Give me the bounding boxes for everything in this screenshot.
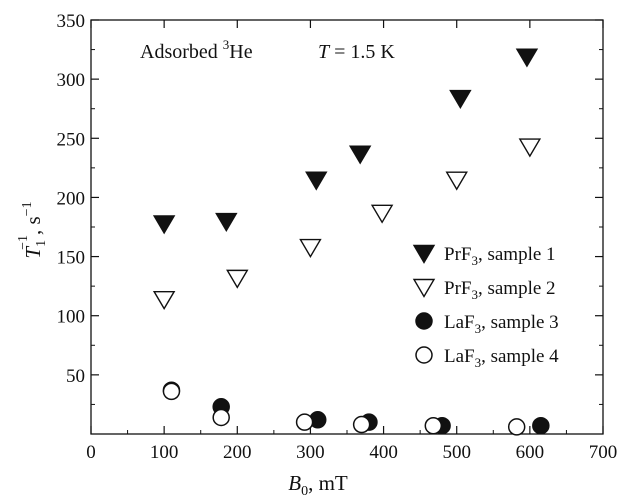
legend-marker-2	[412, 278, 436, 298]
y-tick-label: 250	[57, 129, 86, 150]
series-4-point	[162, 382, 181, 401]
y-tick-label: 200	[57, 188, 86, 209]
annotation-superscript: 3	[223, 37, 230, 52]
series-2-point	[445, 171, 468, 191]
legend-label-3: LaF3, sample 3	[444, 312, 559, 336]
series-4-point	[295, 413, 314, 431]
legend-marker-3	[415, 312, 433, 330]
y-tick-label: 50	[66, 366, 85, 387]
series-4-point	[212, 408, 230, 427]
series-2-point	[152, 290, 176, 311]
series-4-point	[507, 418, 526, 436]
legend-marker-4	[415, 346, 433, 364]
x-tick-label: 700	[589, 442, 618, 463]
x-tick-label: 600	[516, 442, 545, 463]
series-4-point	[352, 415, 371, 434]
legend-marker-1	[412, 244, 436, 264]
annotation-temperature: T = 1.5 K	[318, 41, 395, 63]
plot-axes: 0 100 200 300 400 500 600 700 50 100 150 200 250 300 3…	[57, 11, 618, 463]
legend-label-2: PrF3, sample 2	[444, 278, 556, 302]
x-tick-label: 400	[369, 442, 398, 463]
x-tick-label: 100	[150, 442, 179, 463]
series-1-point	[515, 48, 539, 68]
legend-label-1: PrF3, sample 1	[444, 244, 556, 268]
x-tick-label: 200	[223, 442, 252, 463]
y-tick-label: 300	[57, 70, 86, 91]
y-tick-label: 350	[57, 11, 86, 32]
x-axis-label: B0, mT	[288, 471, 348, 498]
series-3-point	[532, 416, 550, 435]
series-4-point	[424, 416, 443, 435]
series-1-point	[305, 171, 328, 191]
series-1-point	[152, 215, 176, 235]
legend-label-4: LaF3, sample 4	[444, 346, 559, 370]
x-tick-label: 0	[86, 442, 96, 463]
series-2-point	[226, 269, 249, 289]
y-tick-label: 100	[57, 307, 86, 328]
series-1-point	[215, 212, 238, 232]
series-2-point	[370, 204, 394, 224]
x-tick-label: 500	[442, 442, 471, 463]
series-1-point	[449, 89, 472, 109]
x-tick-label: 300	[296, 442, 325, 463]
annotation-label: Adsorbed 3He	[140, 37, 253, 63]
series-2-point	[299, 238, 322, 258]
data-points	[152, 48, 550, 436]
y-tick-label: 150	[57, 248, 86, 269]
series-2-point	[518, 138, 542, 158]
series-1-point	[348, 145, 372, 165]
y-axis-label: T1−1, s−1	[16, 201, 49, 258]
legend: PrF3, sample 1 PrF3, sample 2 LaF3, sample…	[412, 244, 559, 370]
